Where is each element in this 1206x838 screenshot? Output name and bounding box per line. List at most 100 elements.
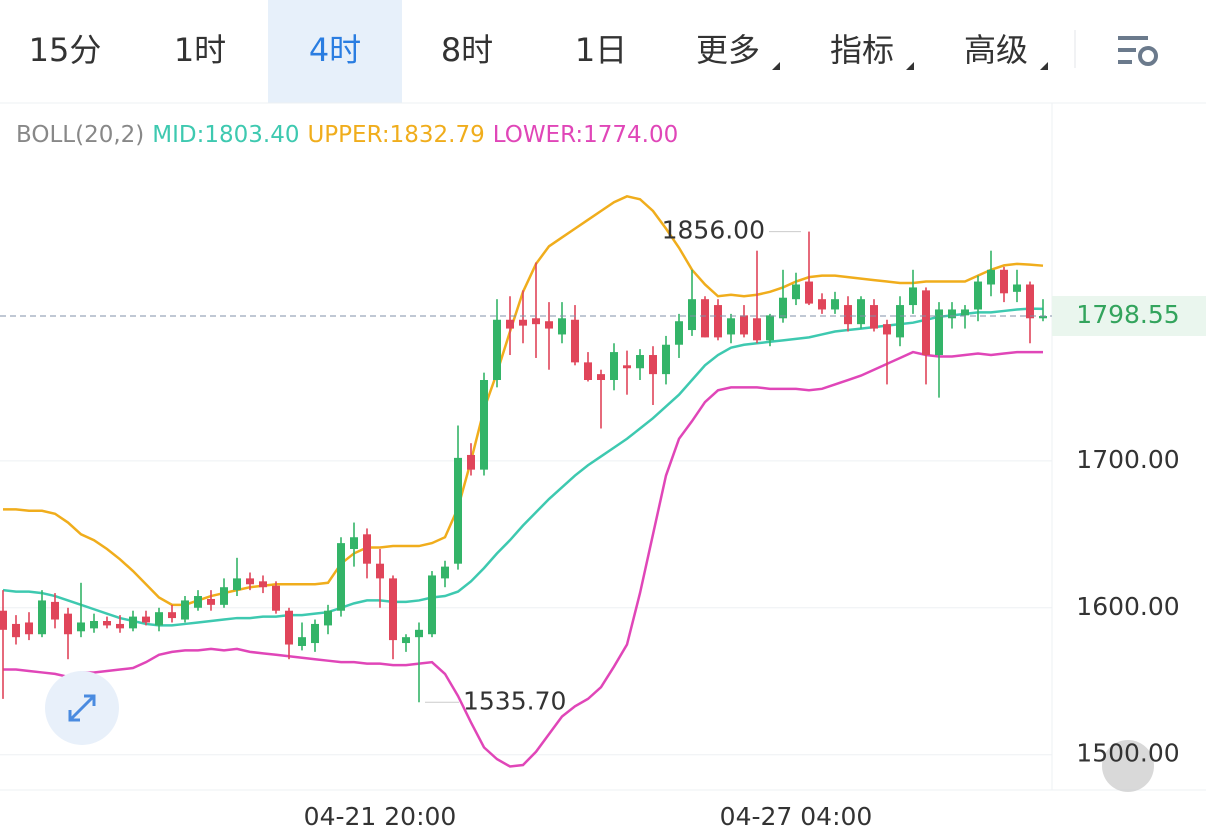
candle-body <box>38 600 46 635</box>
annotation-label: 1535.70 <box>463 686 566 715</box>
candle-body <box>870 305 878 329</box>
candle-body <box>142 616 150 623</box>
candle-body <box>12 623 20 638</box>
candle-body <box>974 281 982 310</box>
candle-body <box>220 587 228 605</box>
candle-body <box>207 598 215 605</box>
candle-body <box>441 566 449 579</box>
last-price-box <box>1052 296 1206 337</box>
plot <box>0 195 1052 768</box>
candle-body <box>77 622 85 632</box>
settings-icon[interactable] <box>1118 36 1158 66</box>
candle-body <box>597 374 605 381</box>
y-tick-label: 1500.00 <box>1076 739 1179 768</box>
tab[interactable]: 8时 <box>441 31 493 69</box>
candle-body <box>844 305 852 325</box>
candle-body <box>389 578 397 641</box>
candle-body <box>103 621 111 626</box>
candle-body <box>766 315 774 341</box>
tab[interactable]: 15分 <box>29 31 102 69</box>
candle-body <box>194 596 202 608</box>
candle-body <box>922 290 930 356</box>
candle-body <box>623 365 631 369</box>
boll-line <box>3 350 1043 768</box>
candle-body <box>701 299 709 338</box>
candle-body <box>90 621 98 629</box>
candle-body <box>259 581 267 588</box>
arrow <box>906 62 914 70</box>
candle-body <box>610 352 618 381</box>
candle-body <box>792 284 800 300</box>
candle-body <box>948 309 956 319</box>
candle-body <box>181 600 189 620</box>
candle-body <box>506 319 514 329</box>
candle-body <box>168 612 176 619</box>
candle-body <box>324 610 332 626</box>
candle-body <box>233 578 241 591</box>
candle-body <box>363 534 371 564</box>
candle-body <box>935 309 943 356</box>
tab[interactable]: 4时 <box>309 31 361 69</box>
expand-icon <box>68 694 96 722</box>
candle-body <box>428 575 436 635</box>
candle-body <box>961 309 969 316</box>
candle-body <box>454 457 462 564</box>
candle-body <box>285 610 293 645</box>
candle-body <box>402 637 410 644</box>
tab[interactable]: 高级 <box>964 31 1028 69</box>
legend-item: LOWER:1774.00 <box>493 122 679 148</box>
tab[interactable]: 1日 <box>575 31 627 69</box>
candle-body <box>467 454 475 470</box>
candle-body <box>311 623 319 644</box>
candle-body <box>857 299 865 325</box>
candle-body <box>649 355 657 375</box>
candle-body <box>805 281 813 304</box>
candle-body <box>896 305 904 338</box>
candle-body <box>64 613 72 635</box>
annotation-label: 1856.00 <box>662 216 765 245</box>
candle-body <box>480 380 488 470</box>
candle-body <box>545 321 553 329</box>
candle-body <box>987 269 995 285</box>
indicator-legend: BOLL(20,2) MID:1803.40 UPPER:1832.79 LOWER:… <box>16 122 678 148</box>
active-tab-bg <box>268 0 402 103</box>
candle-body <box>571 319 579 363</box>
candle-body <box>688 299 696 331</box>
candle-body <box>779 297 787 319</box>
candle-body <box>415 629 423 638</box>
y-tick-label: 1600.00 <box>1076 592 1179 621</box>
arrow <box>772 62 780 70</box>
candle-body <box>727 318 735 335</box>
last-price-label: 1798.55 <box>1076 300 1179 329</box>
candle-body <box>298 637 306 646</box>
candle-body <box>714 305 722 338</box>
candle-body <box>25 622 33 635</box>
x-tick-label: 04-21 20:00 <box>304 802 457 831</box>
x-tick-label: 04-27 04:00 <box>720 802 873 831</box>
candle-body <box>740 315 748 335</box>
candle-body <box>272 585 280 611</box>
candle-body <box>662 344 670 375</box>
tab[interactable]: 更多 <box>696 31 760 69</box>
tab[interactable]: 1时 <box>174 31 226 69</box>
candle-body <box>116 623 124 629</box>
candle-body <box>883 324 891 335</box>
watermark-logo <box>1102 740 1154 792</box>
candle-body <box>376 563 384 579</box>
candle-body <box>493 319 501 381</box>
candle-body <box>350 537 358 549</box>
candle-body <box>1013 284 1021 292</box>
tab[interactable]: 指标 <box>830 31 894 69</box>
candle-body <box>818 299 826 310</box>
candle-body <box>532 318 540 325</box>
candle-body <box>129 616 137 629</box>
candle-body <box>155 612 163 626</box>
candle-body <box>0 610 7 630</box>
indicator-name: BOLL(20,2) <box>16 122 144 148</box>
candle-body <box>831 299 839 310</box>
candle-body <box>558 318 566 335</box>
candle-body <box>1000 269 1008 294</box>
candle-body <box>519 319 527 326</box>
candle-body <box>337 543 345 611</box>
